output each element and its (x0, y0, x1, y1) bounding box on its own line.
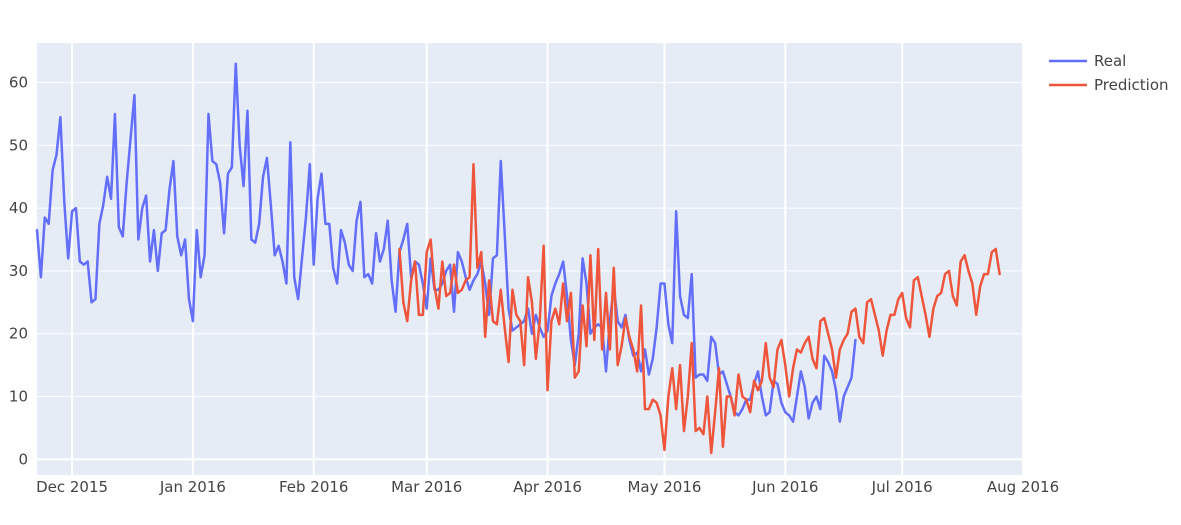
legend-label-real: Real (1094, 52, 1126, 70)
y-tick-label-10: 10 (9, 388, 28, 406)
legend-item-real[interactable]: Real (1049, 52, 1126, 70)
plot-area-background (37, 43, 1023, 475)
y-tick-label-40: 40 (9, 199, 28, 217)
x-axis-tick-labels: Dec 2015 Jan 2016 Feb 2016 Mar 2016 Apr 2016… (36, 478, 1059, 496)
series-line-prediction (398, 162, 1001, 455)
x-tick-label-3: Mar 2016 (391, 478, 462, 496)
legend-label-prediction: Prediction (1094, 76, 1169, 94)
x-gridlines (71, 43, 1024, 475)
y-tick-label-30: 30 (9, 262, 28, 280)
y-tick-label-50: 50 (9, 136, 28, 154)
legend-item-prediction[interactable]: Prediction (1049, 76, 1169, 94)
x-tick-label-5: May 2016 (627, 478, 701, 496)
x-tick-label-0: Dec 2015 (36, 478, 108, 496)
y-axis-tick-labels: 0 10 20 30 40 50 60 (9, 74, 28, 469)
y-tick-label-0: 0 (18, 450, 28, 468)
y-tick-label-60: 60 (9, 74, 28, 92)
x-tick-label-8: Aug 2016 (987, 478, 1059, 496)
x-tick-label-7: Jul 2016 (871, 478, 933, 496)
x-tick-label-2: Feb 2016 (279, 478, 349, 496)
x-tick-label-4: Apr 2016 (513, 478, 582, 496)
y-tick-label-20: 20 (9, 325, 28, 343)
series-layer (35, 62, 1001, 455)
x-tick-label-1: Jan 2016 (159, 478, 226, 496)
legend[interactable]: Real Prediction (1049, 52, 1169, 94)
x-tick-label-6: Jun 2016 (751, 478, 818, 496)
